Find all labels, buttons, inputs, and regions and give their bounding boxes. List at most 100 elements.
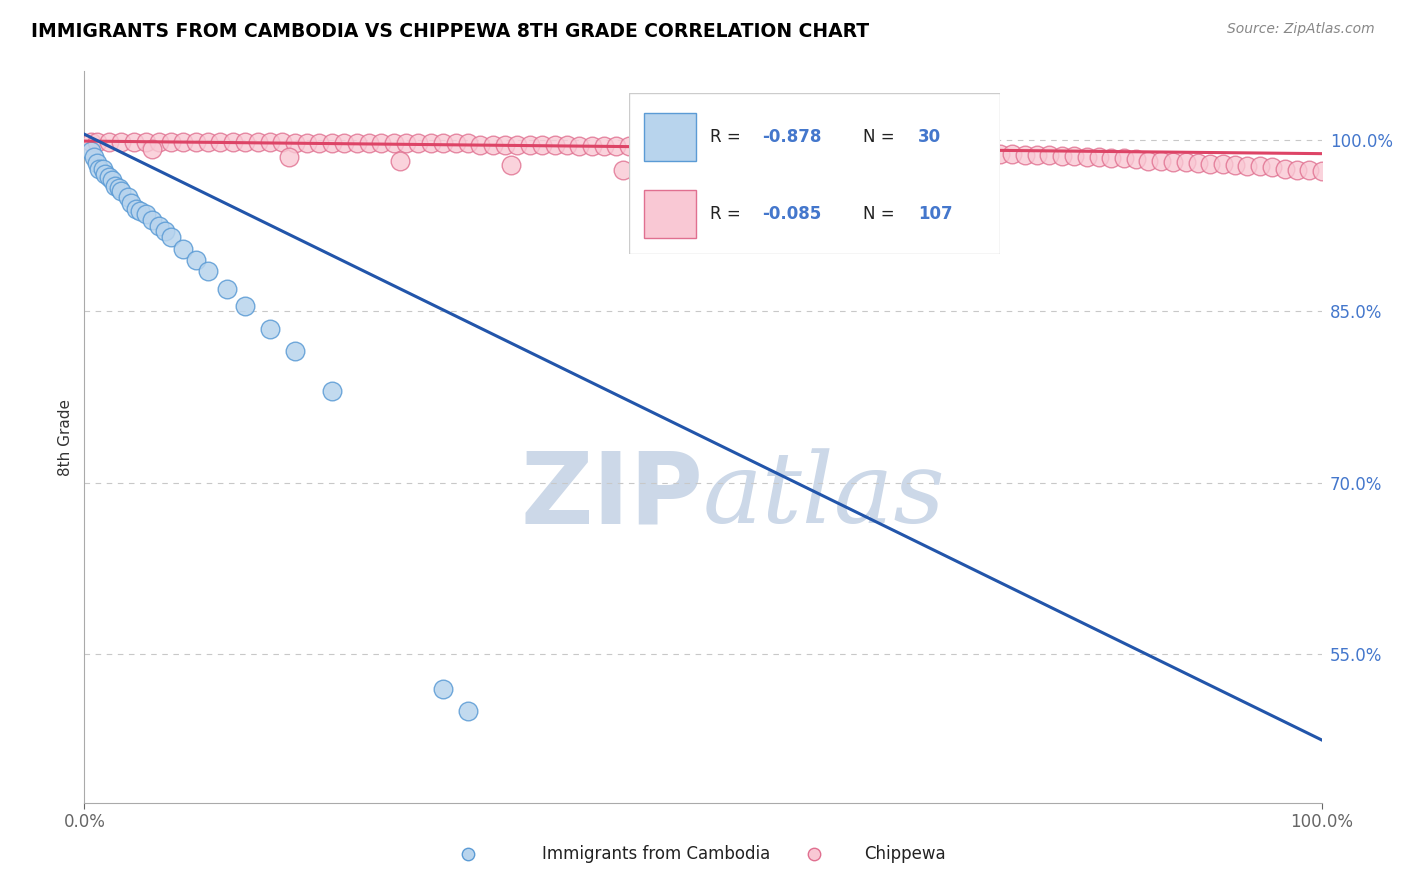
Point — [1187, 155, 1209, 169]
Point — [692, 140, 714, 154]
Point — [141, 142, 163, 156]
Point — [666, 140, 689, 154]
Point — [284, 344, 307, 359]
Point — [852, 142, 875, 156]
Point — [803, 141, 825, 155]
Point — [117, 190, 139, 204]
Point — [1150, 153, 1173, 168]
Point — [1137, 153, 1160, 168]
Point — [79, 145, 101, 159]
Point — [914, 145, 936, 159]
Point — [988, 146, 1011, 161]
Point — [333, 136, 356, 151]
Point — [939, 145, 962, 159]
Point — [184, 252, 207, 267]
Point — [735, 167, 758, 181]
Point — [86, 155, 108, 169]
Point — [419, 136, 441, 151]
Point — [1076, 150, 1098, 164]
Point — [1174, 154, 1197, 169]
Point — [457, 704, 479, 718]
Point — [246, 135, 269, 149]
Point — [172, 135, 194, 149]
Point — [148, 135, 170, 149]
Point — [83, 150, 105, 164]
Point — [501, 158, 523, 172]
Point — [965, 145, 987, 160]
Point — [233, 299, 256, 313]
Point — [1050, 149, 1073, 163]
Point — [110, 185, 132, 199]
Point — [612, 162, 634, 177]
Point — [153, 224, 176, 238]
Text: Immigrants from Cambodia: Immigrants from Cambodia — [543, 845, 770, 863]
Point — [357, 136, 380, 151]
Point — [197, 135, 219, 149]
Point — [1063, 149, 1085, 163]
Point — [388, 153, 411, 168]
Point — [766, 141, 789, 155]
Point — [259, 321, 281, 335]
Point — [125, 202, 148, 216]
Point — [1285, 162, 1308, 177]
Point — [1026, 148, 1049, 162]
Point — [976, 145, 998, 160]
Point — [233, 135, 256, 149]
Point — [135, 207, 157, 221]
Point — [308, 136, 330, 151]
Point — [444, 136, 467, 151]
Point — [98, 135, 121, 149]
Point — [160, 230, 183, 244]
Point — [79, 135, 101, 149]
Point — [1274, 161, 1296, 176]
Point — [481, 137, 503, 152]
Point — [1199, 157, 1222, 171]
Point — [605, 138, 627, 153]
Point — [395, 136, 418, 151]
Point — [1001, 146, 1024, 161]
Point — [321, 384, 343, 399]
Point — [728, 140, 751, 154]
Point — [593, 138, 616, 153]
Point — [215, 281, 238, 295]
Point — [271, 135, 294, 149]
Point — [717, 140, 740, 154]
Point — [104, 178, 127, 193]
Point — [122, 135, 145, 149]
Point — [259, 135, 281, 149]
Point — [1310, 163, 1333, 178]
Point — [86, 135, 108, 149]
Point — [321, 136, 343, 151]
Point — [630, 138, 652, 153]
Point — [815, 142, 838, 156]
Y-axis label: 8th Grade: 8th Grade — [58, 399, 73, 475]
Point — [1261, 161, 1284, 175]
Point — [655, 138, 678, 153]
Point — [828, 142, 851, 156]
Point — [679, 140, 702, 154]
Point — [100, 173, 122, 187]
Point — [1249, 159, 1271, 173]
Point — [209, 135, 232, 149]
Text: ZIP: ZIP — [520, 447, 703, 544]
Point — [506, 137, 529, 152]
Point — [222, 135, 245, 149]
Point — [754, 141, 776, 155]
Point — [1236, 159, 1258, 173]
Point — [543, 137, 565, 152]
Point — [129, 203, 152, 218]
Point — [617, 138, 640, 153]
Point — [494, 137, 516, 152]
Point — [197, 264, 219, 278]
Text: Source: ZipAtlas.com: Source: ZipAtlas.com — [1227, 22, 1375, 37]
Point — [952, 145, 974, 160]
Point — [160, 135, 183, 149]
Point — [408, 136, 430, 151]
Point — [519, 137, 541, 152]
Point — [148, 219, 170, 233]
Point — [1099, 151, 1122, 165]
Point — [141, 213, 163, 227]
Point — [346, 136, 368, 151]
Point — [382, 136, 405, 151]
Point — [94, 167, 117, 181]
